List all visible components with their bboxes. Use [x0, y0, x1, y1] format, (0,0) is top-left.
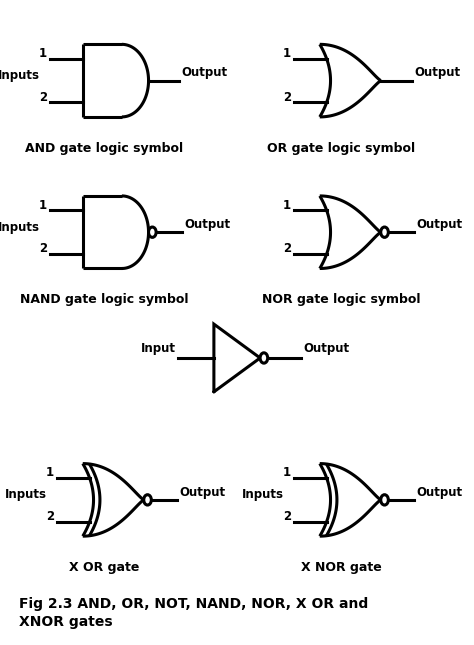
Text: 2: 2 — [39, 91, 47, 104]
Text: 1: 1 — [283, 466, 291, 479]
Circle shape — [381, 227, 388, 237]
Text: 2: 2 — [39, 243, 47, 255]
Text: Output: Output — [417, 218, 463, 231]
Text: X NOR gate: X NOR gate — [301, 561, 382, 574]
Circle shape — [144, 495, 151, 505]
Text: 1: 1 — [39, 199, 47, 212]
Text: X OR gate: X OR gate — [69, 561, 139, 574]
Text: 2: 2 — [283, 243, 291, 255]
Text: NAND gate logic symbol: NAND gate logic symbol — [20, 293, 189, 306]
Text: Output: Output — [303, 342, 349, 355]
Text: 1: 1 — [283, 199, 291, 212]
Text: Inputs: Inputs — [0, 69, 40, 82]
Text: 2: 2 — [283, 91, 291, 104]
Text: 2: 2 — [283, 510, 291, 523]
Text: Inputs: Inputs — [5, 488, 47, 501]
Circle shape — [148, 227, 156, 237]
Text: AND gate logic symbol: AND gate logic symbol — [25, 142, 183, 155]
Circle shape — [260, 353, 268, 363]
Text: 1: 1 — [46, 466, 54, 479]
Text: Output: Output — [180, 486, 226, 499]
Text: Inputs: Inputs — [242, 488, 284, 501]
Text: 2: 2 — [46, 510, 54, 523]
Text: Inputs: Inputs — [0, 221, 40, 233]
Text: 1: 1 — [39, 47, 47, 60]
Text: OR gate logic symbol: OR gate logic symbol — [267, 142, 415, 155]
Text: 1: 1 — [283, 47, 291, 60]
Text: Fig 2.3 AND, OR, NOT, NAND, NOR, X OR and
XNOR gates: Fig 2.3 AND, OR, NOT, NAND, NOR, X OR an… — [19, 597, 368, 629]
Text: Output: Output — [417, 486, 463, 499]
Text: NOR gate logic symbol: NOR gate logic symbol — [262, 293, 420, 306]
Circle shape — [381, 495, 388, 505]
Text: Output: Output — [182, 66, 228, 79]
Text: Output: Output — [414, 66, 460, 79]
Text: Input: Input — [141, 342, 176, 355]
Text: Output: Output — [184, 218, 231, 231]
